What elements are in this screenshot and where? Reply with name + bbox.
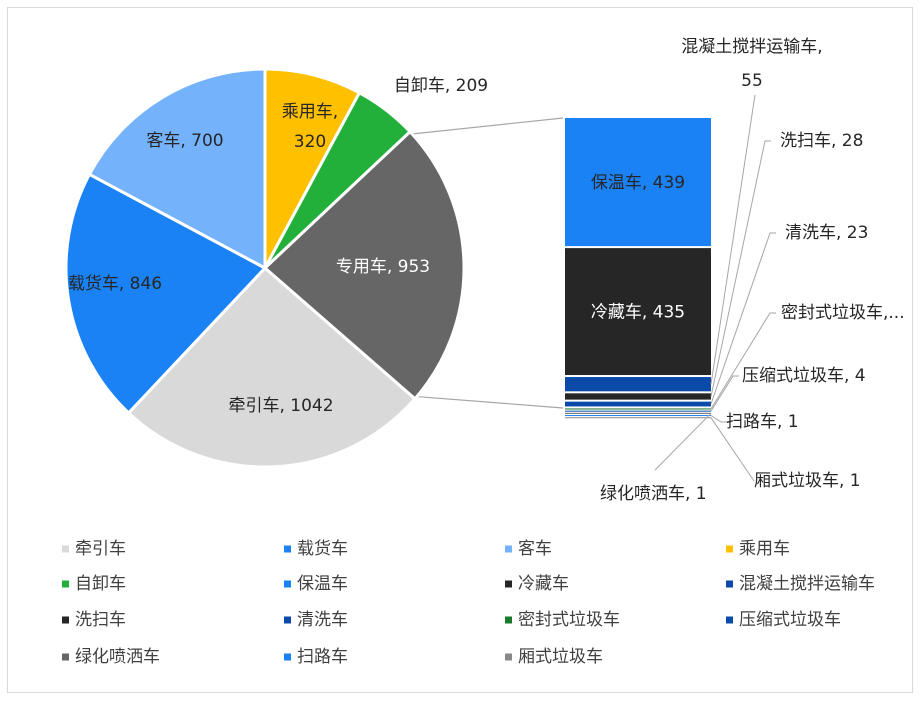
legend-swatch-0 [62, 545, 69, 553]
legend-swatch-8 [62, 616, 69, 624]
pie-group [64, 67, 466, 469]
legend-label-5: 保温车 [297, 574, 348, 594]
legend-label-4: 自卸车 [75, 574, 126, 594]
pie-label-2: 客车, 700 [146, 131, 223, 151]
connector-bottom [411, 395, 564, 409]
bar-segment-1 [565, 248, 711, 376]
pie-label-1: 载货车, 846 [68, 274, 162, 294]
bar-outer-label-8: 扫路车, 1 [726, 412, 799, 432]
leader-line-4 [710, 232, 776, 405]
leader-line-5 [710, 312, 776, 410]
pie-label-0: 牵引车, 1042 [228, 396, 333, 416]
legend-swatch-4 [62, 580, 69, 588]
legend-swatch-12 [62, 653, 69, 661]
legend-label-0: 牵引车 [75, 539, 126, 559]
connector-top [407, 117, 564, 136]
bar-outer-label-6: 压缩式垃圾车, 4 [742, 366, 866, 386]
legend-label-6: 冷藏车 [518, 574, 569, 594]
legend-swatch-11 [726, 616, 733, 624]
bar-segment-5 [565, 408, 711, 410]
bar-outer-label-3: 洗扫车, 28 [780, 131, 863, 151]
legend-swatch-7 [726, 580, 733, 588]
pie-label-3-line-0: 乘用车, [282, 102, 338, 122]
bar-segment-7 [565, 412, 711, 414]
legend-label-13: 扫路车 [297, 647, 348, 667]
leader-line-8 [710, 415, 727, 423]
legend-label-9: 清洗车 [297, 610, 348, 630]
leader-line-2 [710, 94, 756, 385]
legend-label-11: 压缩式垃圾车 [739, 610, 841, 630]
legend-swatch-9 [284, 616, 291, 624]
bar-segment-2 [565, 377, 711, 392]
bar-segment-8 [565, 415, 711, 417]
bar-stack-group [565, 118, 711, 419]
legend-label-1: 载货车 [297, 539, 348, 559]
connector-lines [407, 117, 564, 409]
bar-segment-9 [565, 417, 711, 419]
legend-label-12: 绿化喷洒车 [75, 647, 160, 667]
pie-slice-2 [87, 67, 267, 270]
pie-label-4: 自卸车, 209 [394, 76, 488, 96]
pie-slice-1 [64, 172, 267, 415]
legend-swatch-13 [284, 653, 291, 661]
legend-swatch-1 [284, 545, 291, 553]
bar-outer-label-4: 清洗车, 23 [785, 223, 868, 243]
bar-segment-3 [565, 393, 711, 400]
bar-outer-label-7: 绿化喷洒车, 1 [600, 484, 707, 504]
pie-label-5: 专用车, 953 [336, 257, 430, 277]
data-labels: 牵引车, 1042 载货车, 846 客车, 700 乘用车, 320 自卸车, 209 专… [68, 37, 905, 504]
legend-swatch-3 [726, 545, 733, 553]
bar-outer-label-2-line-0: 混凝土搅拌运输车, [681, 37, 822, 57]
bar-outer-label-5: 密封式垃圾车,... [781, 303, 905, 323]
legend-label-8: 洗扫车 [75, 610, 126, 630]
pie-slice-3 [263, 67, 361, 270]
bar-outer-label-9: 厢式垃圾车, 1 [754, 471, 861, 491]
legend-label-14: 厢式垃圾车 [518, 647, 603, 667]
bar-outer-label-2-line-1: 55 [741, 71, 763, 91]
legend-swatch-5 [284, 580, 291, 588]
bar-segment-6 [565, 410, 711, 412]
legend-label-3: 乘用车 [739, 539, 790, 559]
leader-line-9 [710, 417, 755, 482]
leader-lines [654, 94, 776, 482]
bar-label-1: 冷藏车, 435 [591, 303, 685, 323]
legend-swatch-6 [505, 580, 512, 588]
pie-slice-0 [127, 266, 417, 469]
legend-swatch-10 [505, 616, 512, 624]
pie-label-3-line-1: 320 [294, 132, 326, 152]
bar-label-0: 保温车, 439 [591, 173, 685, 193]
legend-swatch-14 [505, 653, 512, 661]
legend-label-7: 混凝土搅拌运输车 [739, 574, 875, 594]
bar-segment-0 [565, 118, 711, 247]
legend-swatch-2 [505, 545, 512, 553]
pie-slice-5 [263, 130, 466, 401]
legend-label-10: 密封式垃圾车 [518, 610, 620, 630]
leader-line-7 [654, 412, 712, 471]
bar-segment-4 [565, 401, 711, 407]
leader-line-3 [710, 140, 771, 397]
leader-line-6 [710, 375, 739, 412]
legend-label-2: 客车 [518, 539, 552, 559]
